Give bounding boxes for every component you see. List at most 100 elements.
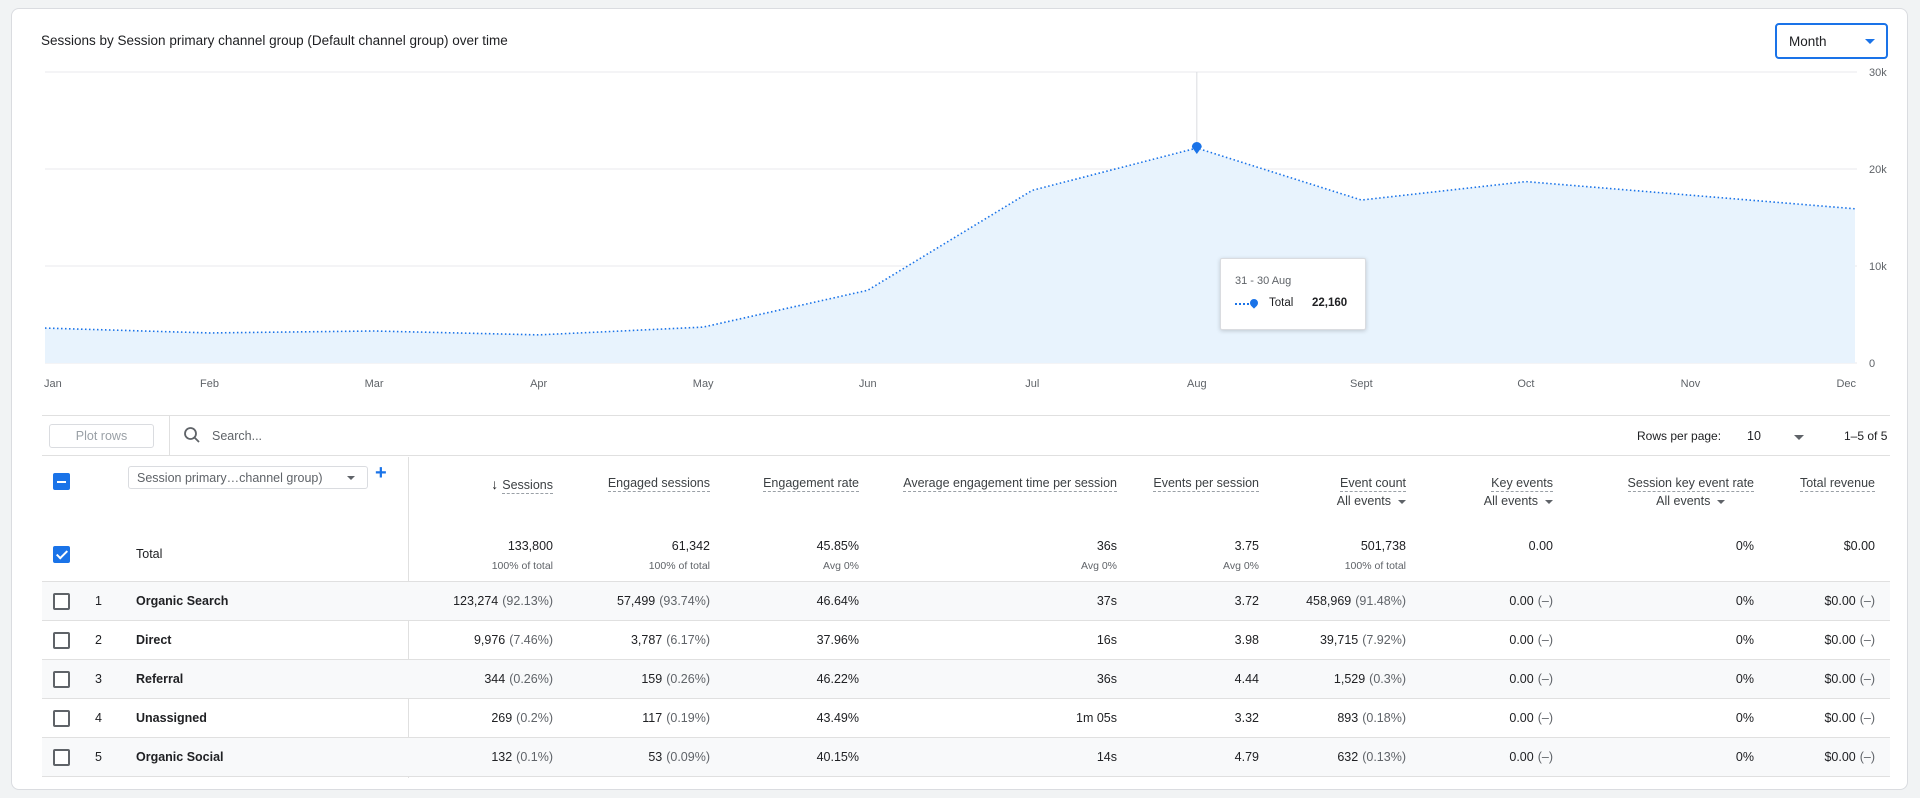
cell-percent: (–) (1859, 750, 1875, 764)
table-cell: 1,529 (0.3%) (1334, 672, 1406, 686)
cell-value: 46.22% (816, 672, 859, 686)
chart-title: Sessions by Session primary channel grou… (41, 33, 508, 48)
cell-percent: (0.26%) (509, 672, 553, 686)
table-row[interactable]: 5 Organic Social 132 (0.1%) 53 (0.09%) 40.15% 1… (42, 738, 1890, 777)
row-checkbox[interactable] (53, 671, 70, 688)
total-value: 3.75 (1234, 539, 1259, 553)
cell-value: 632 (1337, 750, 1359, 764)
table-cell: 458,969 (91.48%) (1306, 594, 1406, 608)
table-cell: 46.22% (817, 672, 859, 686)
table-cell: 0.00 (–) (1509, 711, 1553, 725)
table-cell: 117 (0.19%) (642, 711, 710, 725)
row-number: 1 (95, 594, 102, 608)
dimension-select[interactable]: Session primary…channel group) (128, 466, 368, 489)
column-header-sessions[interactable]: ↓ Sessions (491, 476, 553, 494)
report-card: Sessions by Session primary channel grou… (11, 8, 1908, 790)
column-header-avg-engagement-time[interactable]: Average engagement time per session (903, 476, 1117, 492)
cell-value: 36s (1096, 672, 1117, 686)
x-tick-label: Aug (1187, 378, 1207, 390)
cell-percent: (–) (1859, 711, 1875, 725)
cell-percent: (6.17%) (666, 633, 710, 647)
tooltip-series-label: Total (1269, 297, 1294, 309)
total-value: 0% (1735, 539, 1754, 553)
search-input[interactable] (210, 425, 510, 447)
event-filter-dropdown[interactable]: All events (1337, 494, 1406, 508)
row-number: 2 (95, 633, 102, 647)
x-tick-label: Dec (1836, 378, 1856, 390)
cell-percent: (–) (1859, 633, 1875, 647)
event-filter-dropdown[interactable]: All events (1484, 494, 1553, 508)
column-header-events-per-session[interactable]: Events per session (1153, 476, 1259, 492)
cell-percent: (–) (1859, 672, 1875, 686)
cell-value: 0% (1735, 594, 1754, 608)
row-channel-name: Referral (136, 672, 184, 686)
table-cell: 0% (1736, 672, 1754, 686)
cell-percent: (0.2%) (516, 711, 553, 725)
tooltip-series-value: 22,160 (1312, 297, 1348, 309)
cell-value: 132 (491, 750, 513, 764)
rows-per-page-select[interactable]: 10 (1747, 429, 1761, 443)
table-row[interactable]: 2 Direct 9,976 (7.46%) 3,787 (6.17%) 37.96% 16s… (42, 621, 1890, 660)
chevron-down-icon (1545, 499, 1553, 504)
y-tick-label: 0 (1869, 358, 1875, 370)
cell-value: 159 (641, 672, 663, 686)
table-row[interactable]: 4 Unassigned 269 (0.2%) 117 (0.19%) 43.49% 1m 0… (42, 699, 1890, 738)
table-toolbar: Plot rows Rows per page: 10 1–5 of 5 (42, 415, 1890, 456)
series-area (45, 148, 1855, 363)
total-row-checkbox[interactable] (53, 546, 70, 563)
plus-icon[interactable]: + (375, 462, 387, 484)
table-cell: 0% (1736, 750, 1754, 764)
table-cell: 3,787 (6.17%) (631, 633, 710, 647)
cell-value: 0% (1735, 633, 1754, 647)
table-cell: 344 (0.26%) (484, 672, 553, 686)
row-checkbox[interactable] (53, 710, 70, 727)
column-header-total-revenue[interactable]: Total revenue (1799, 476, 1875, 492)
table-cell: 40.15% (817, 750, 859, 764)
period-dropdown[interactable]: Month (1775, 23, 1888, 59)
total-value: 501,738 (1360, 539, 1406, 553)
select-all-checkbox[interactable] (53, 473, 70, 490)
table-cell: 123,274 (92.13%) (453, 594, 553, 608)
row-checkbox[interactable] (53, 749, 70, 766)
column-header-key-events[interactable]: Key events All events (1483, 476, 1553, 508)
table-cell: 53 (0.09%) (648, 750, 710, 764)
table-row[interactable]: 1 Organic Search 123,274 (92.13%) 57,499 (93.… (42, 582, 1890, 621)
cell-value: 893 (1337, 711, 1359, 725)
table-cell: 0% (1736, 711, 1754, 725)
cell-value: 37.96% (816, 633, 859, 647)
cell-percent: (92.13%) (502, 594, 553, 608)
row-checkbox[interactable] (53, 632, 70, 649)
x-tick-label: Jan (44, 378, 62, 390)
cell-value: 458,969 (1306, 594, 1352, 608)
table-cell: 269 (0.2%) (491, 711, 553, 725)
column-header-session-key-event-rate[interactable]: Session key event rate All events (1627, 476, 1754, 508)
dimension-select-label: Session primary…channel group) (137, 471, 323, 485)
highlight-marker (1191, 142, 1202, 155)
table-cell: $0.00 (–) (1824, 711, 1875, 725)
cell-value: 0.00 (1509, 750, 1534, 764)
cell-value: $0.00 (1824, 633, 1856, 647)
total-subvalue: Avg 0% (823, 560, 859, 572)
x-tick-label: Feb (200, 378, 219, 390)
cell-value: $0.00 (1824, 672, 1856, 686)
cell-percent: (0.1%) (516, 750, 553, 764)
row-channel-name: Direct (136, 633, 172, 647)
cell-percent: (–) (1859, 594, 1875, 608)
total-row: Total 133,800 100% of total 61,342 100% of … (42, 527, 1890, 582)
column-header-event-count[interactable]: Event count All events (1336, 476, 1406, 508)
column-header-engagement-rate[interactable]: Engagement rate (763, 476, 859, 492)
table-cell: 14s (1097, 750, 1117, 764)
plot-rows-button[interactable]: Plot rows (49, 424, 154, 448)
cell-value: 1,529 (1333, 672, 1366, 686)
total-subvalue: Avg 0% (1081, 560, 1117, 572)
column-header-engaged-sessions[interactable]: Engaged sessions (607, 476, 710, 492)
row-channel-name: Organic Social (136, 750, 224, 764)
cell-percent: (93.74%) (659, 594, 710, 608)
cell-value: 40.15% (816, 750, 859, 764)
chevron-down-icon[interactable] (1794, 435, 1804, 440)
table-row[interactable]: 3 Referral 344 (0.26%) 159 (0.26%) 46.22% 36s 4.… (42, 660, 1890, 699)
cell-value: 123,274 (453, 594, 499, 608)
row-checkbox[interactable] (53, 593, 70, 610)
event-filter-dropdown[interactable]: All events (1628, 494, 1754, 508)
table-cell: 36s (1097, 672, 1117, 686)
